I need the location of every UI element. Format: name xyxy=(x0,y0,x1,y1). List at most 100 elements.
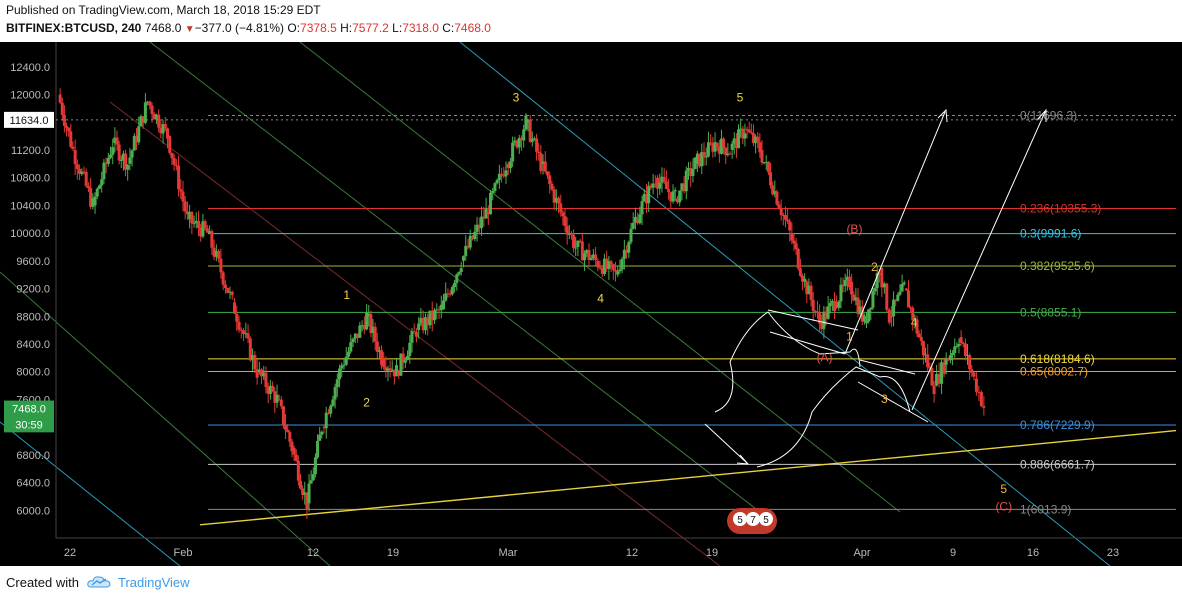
candle-body xyxy=(403,360,407,363)
candle-body xyxy=(219,258,223,273)
candle-body xyxy=(636,219,640,224)
candle-body xyxy=(154,114,158,120)
candle-body xyxy=(909,307,913,309)
candle-body xyxy=(95,188,99,197)
candle-body xyxy=(475,224,479,232)
candle-body xyxy=(251,355,255,361)
candle-body xyxy=(152,113,156,120)
published-line: Published on TradingView.com, March 18, … xyxy=(6,3,321,17)
channel-line xyxy=(0,421,181,567)
candle-body xyxy=(104,162,108,164)
candle-body xyxy=(970,369,974,373)
wave-label: 1 xyxy=(846,330,853,344)
candle-body xyxy=(631,222,635,229)
candle-body xyxy=(642,193,646,202)
candle-body xyxy=(324,412,328,429)
candle-body xyxy=(811,299,815,311)
candle-body xyxy=(412,331,416,333)
candle-body xyxy=(700,152,704,167)
fib-level-label: 1(6013.9) xyxy=(1020,502,1071,516)
candle-body xyxy=(340,365,344,369)
candle-body xyxy=(232,302,236,314)
candle-body xyxy=(625,249,629,253)
candle-body xyxy=(695,153,699,164)
candle-body xyxy=(177,165,181,190)
candle-body xyxy=(977,391,981,393)
price-chart[interactable]: 0(11696.3) 0.236(10355.3) 0.3(9991.6) 0.382… xyxy=(0,41,1182,567)
candle-body xyxy=(640,201,644,215)
event-badge-dot xyxy=(759,512,773,526)
candle-body xyxy=(126,164,130,170)
candle-body xyxy=(448,293,452,295)
candle-body xyxy=(271,385,275,392)
candle-body xyxy=(190,211,194,224)
candle-body xyxy=(972,372,976,377)
candle-body xyxy=(246,333,250,339)
candle-body xyxy=(578,240,582,242)
candle-body xyxy=(307,483,311,504)
channel-line xyxy=(299,41,901,513)
candle-body xyxy=(208,231,212,234)
candle-body xyxy=(771,185,775,195)
wave-label: 1 xyxy=(343,288,350,302)
y-tick-label: 10000.0 xyxy=(10,228,50,240)
candle-body xyxy=(201,221,205,237)
candle-body xyxy=(616,271,620,275)
last-price: 7468.0 xyxy=(144,21,182,35)
candle-body xyxy=(532,138,536,140)
wave-labels: 1 2 3 4 5 (B) 2 (A) 1 4 3 5 (C) xyxy=(343,90,1012,513)
candle-body xyxy=(430,310,434,321)
candle-body xyxy=(281,406,285,425)
candle-body xyxy=(526,119,530,123)
candle-body xyxy=(86,186,90,189)
candle-body xyxy=(344,356,348,365)
candle-body xyxy=(580,241,584,261)
candle-body xyxy=(594,254,598,261)
symbol-line: BITFINEX:BTCUSD, 240 7468.0 ▼−377.0 (−4.… xyxy=(6,21,491,35)
y-tick-label: 6800.0 xyxy=(16,450,50,462)
wave-label: (A) xyxy=(817,350,833,364)
candle-body xyxy=(574,247,578,249)
candle-body xyxy=(423,317,427,331)
candle-body xyxy=(199,227,203,237)
candle-body xyxy=(260,369,264,377)
candle-body xyxy=(649,185,653,188)
candle-body xyxy=(609,261,613,265)
candle-body xyxy=(309,480,313,484)
candle-body xyxy=(137,126,141,143)
tradingview-link[interactable]: TradingView xyxy=(118,575,190,590)
open-label: O: xyxy=(287,21,301,35)
candle-body xyxy=(179,189,183,192)
candle-body xyxy=(214,250,218,257)
candle-body xyxy=(288,431,292,442)
candle-body xyxy=(437,309,441,311)
candle-body xyxy=(722,138,726,148)
candle-body xyxy=(751,133,755,144)
candle-body xyxy=(852,294,856,301)
candle-body xyxy=(497,173,501,180)
candle-body xyxy=(228,291,232,293)
candle-body xyxy=(484,208,488,219)
candle-body xyxy=(889,316,893,318)
candle-body xyxy=(286,429,290,432)
candle-body xyxy=(495,179,499,184)
candle-body xyxy=(963,343,967,356)
candle-body xyxy=(667,189,671,193)
candle-body xyxy=(268,385,272,394)
candle-body xyxy=(815,311,819,313)
candle-body xyxy=(559,203,563,213)
candle-body xyxy=(504,170,508,177)
candle-body xyxy=(482,216,486,219)
y-tick-label: 9600.0 xyxy=(16,256,50,268)
low-label: L: xyxy=(392,21,403,35)
candle-body xyxy=(845,276,849,280)
candle-body xyxy=(528,119,532,142)
candle-body xyxy=(955,345,959,347)
fib-level-label: 0.786(7229.9) xyxy=(1020,418,1095,432)
candle-body xyxy=(394,365,398,377)
event-badge-count: 7 xyxy=(750,515,756,526)
chart-area[interactable]: 0(11696.3) 0.236(10355.3) 0.3(9991.6) 0.382… xyxy=(0,41,1182,567)
candle-body xyxy=(466,245,470,248)
footer: Created with TradingView xyxy=(6,575,190,590)
